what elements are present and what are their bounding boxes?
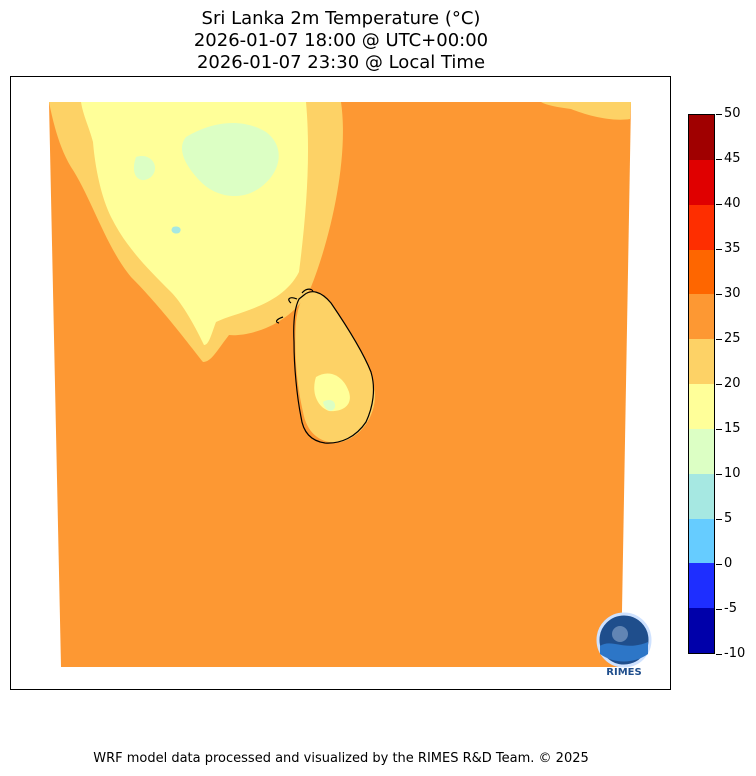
colorbar-tick-mark <box>716 519 722 520</box>
colorbar-bin <box>689 294 714 340</box>
colorbar-tick-label: 45 <box>724 151 741 166</box>
mannar-island <box>275 316 284 324</box>
colorbar-bin <box>689 473 714 519</box>
colorbar-tick-mark <box>716 294 722 295</box>
srilanka-band-10-15 <box>323 399 336 411</box>
map-subtitle-local: 2026-01-07 23:30 @ Local Time <box>196 52 486 73</box>
colorbar-tick-label: 40 <box>724 196 741 211</box>
colorbar-tick-mark <box>716 204 722 205</box>
india-band-10-15-b <box>133 156 156 181</box>
india-band-5-10 <box>171 226 181 234</box>
colorbar-bin <box>689 339 714 385</box>
ne-band-20-25 <box>541 102 631 120</box>
colorbar-bin <box>689 115 714 161</box>
temperature-map <box>49 102 631 667</box>
india-band-10-15 <box>181 122 279 197</box>
rimes-logo: RIMES <box>596 612 652 678</box>
colorbar-tick-label: 50 <box>724 106 741 121</box>
colorbar-tick-label: 35 <box>724 241 741 256</box>
colorbar-tick-mark <box>716 339 722 340</box>
colorbar-bin <box>689 563 714 609</box>
jaffna-peninsula <box>288 288 314 304</box>
colorbar-tick-mark <box>716 654 722 655</box>
colorbar-bin <box>689 159 714 206</box>
colorbar-bin <box>689 249 714 295</box>
colorbar-bin <box>689 518 714 564</box>
colorbar-bin <box>689 384 714 430</box>
rimes-logo-text: RIMES <box>606 667 641 678</box>
colorbar-tick-mark <box>716 429 722 430</box>
colorbar-bin <box>689 204 714 250</box>
colorbar-tick-mark <box>716 474 722 475</box>
colorbar-bin <box>689 608 714 654</box>
colorbar-tick-mark <box>716 564 722 565</box>
colorbar-tick-label: 15 <box>724 421 741 436</box>
colorbar-tick-label: 30 <box>724 286 741 301</box>
colorbar-tick-mark <box>716 249 722 250</box>
colorbar-tick-label: 25 <box>724 331 741 346</box>
colorbar-tick-label: -5 <box>724 601 737 616</box>
colorbar-tick-mark <box>716 159 722 160</box>
attribution-footer: WRF model data processed and visualized … <box>93 751 589 766</box>
temperature-colorbar <box>688 114 715 654</box>
map-title: Sri Lanka 2m Temperature (°C) <box>201 8 481 29</box>
colorbar-tick-label: 0 <box>724 556 733 571</box>
colorbar-tick-mark <box>716 609 722 610</box>
colorbar-tick-label: 5 <box>724 511 733 526</box>
srilanka-band-15-20 <box>314 373 350 412</box>
colorbar-tick-label: -10 <box>724 646 746 661</box>
colorbar-tick-label: 20 <box>724 376 741 391</box>
colorbar-bin <box>689 428 714 475</box>
srilanka-coastline <box>293 291 375 444</box>
colorbar-tick-mark <box>716 384 722 385</box>
map-subtitle-utc: 2026-01-07 18:00 @ UTC+00:00 <box>193 30 489 51</box>
map-frame <box>10 76 671 690</box>
colorbar-tick-label: 10 <box>724 466 741 481</box>
srilanka-band-20-25 <box>295 291 375 443</box>
colorbar-tick-mark <box>716 114 722 115</box>
